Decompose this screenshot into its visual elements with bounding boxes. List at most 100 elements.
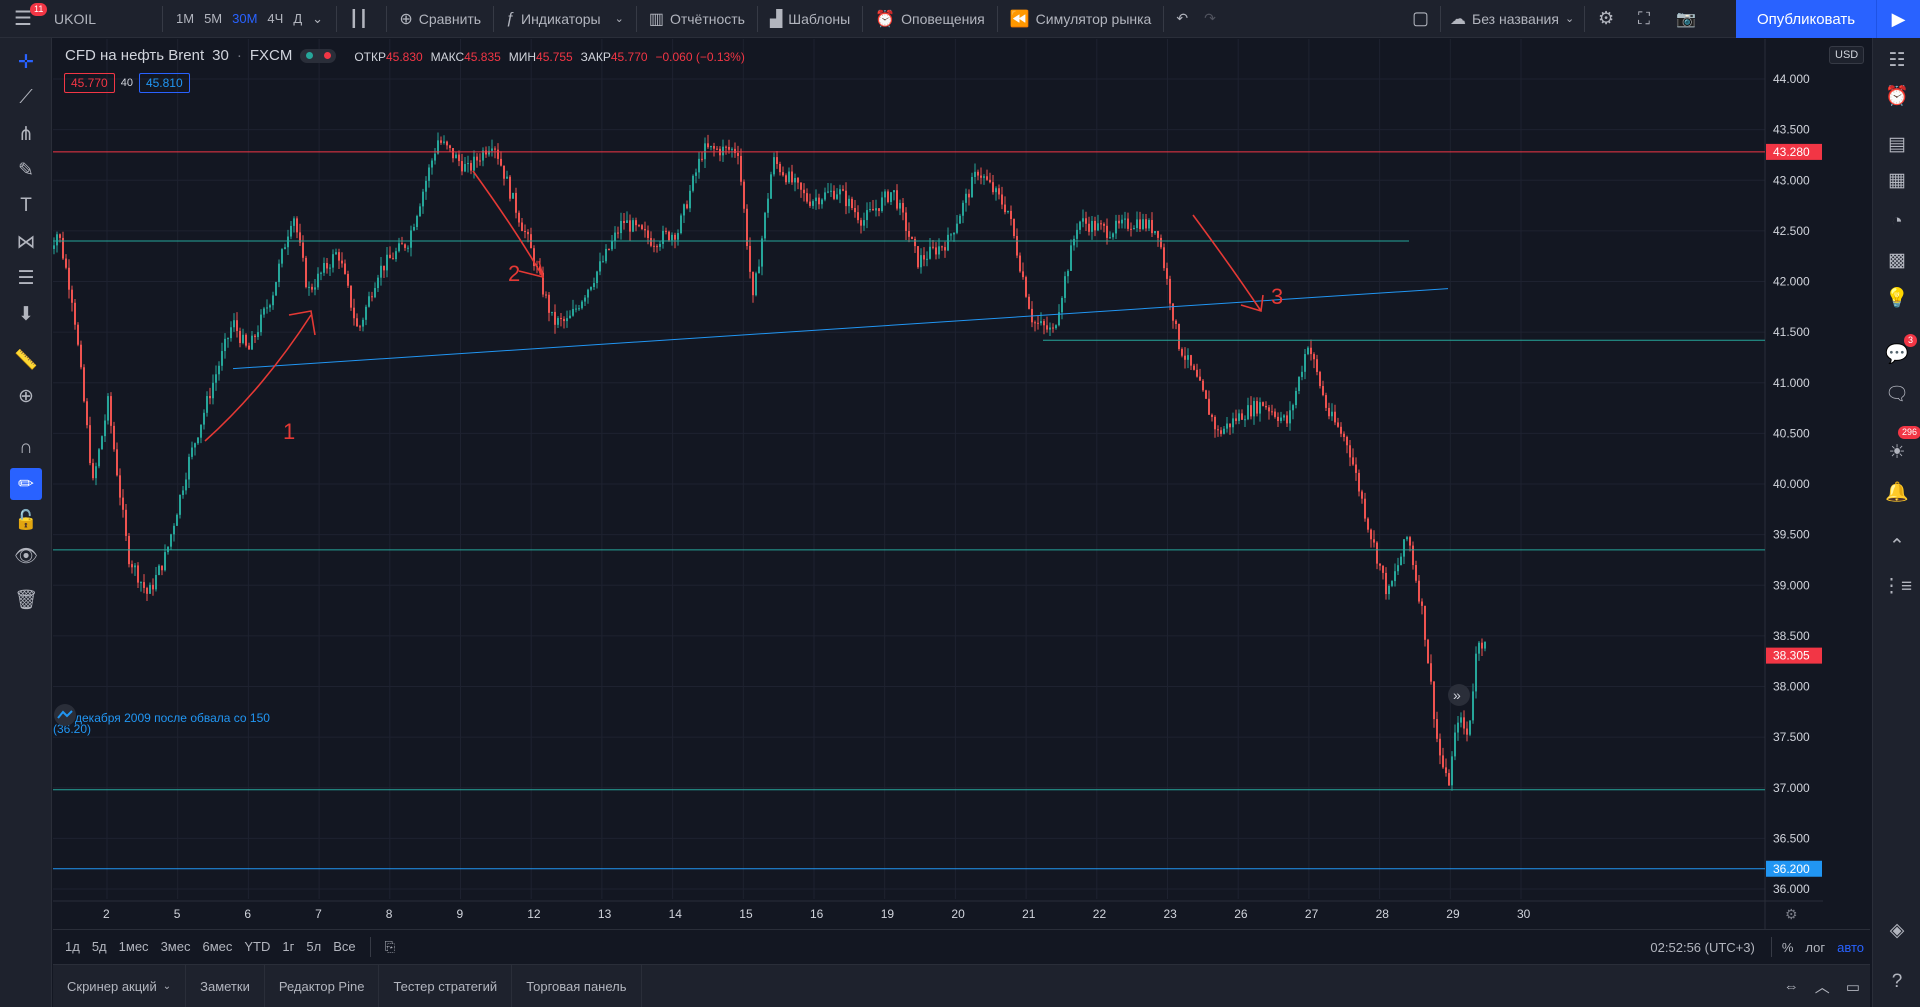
- sell-price-button[interactable]: 45.770: [64, 73, 115, 93]
- axis-settings-icon: ⚙: [1785, 906, 1798, 922]
- auto-toggle[interactable]: авто: [1837, 939, 1864, 955]
- watchlist-button[interactable]: ☷: [1881, 44, 1913, 76]
- notifications-button[interactable]: 🔔: [1881, 476, 1913, 508]
- pie-button[interactable]: ◔: [1881, 206, 1913, 238]
- chats-button[interactable]: 💬 3: [1881, 334, 1917, 370]
- brush-tool[interactable]: ✎: [10, 154, 42, 186]
- screener-button[interactable]: ⌃: [1881, 530, 1913, 562]
- percent-toggle[interactable]: %: [1781, 939, 1794, 955]
- simulator-label: Симулятор рынка: [1035, 10, 1152, 27]
- timeframe-5m[interactable]: 5М: [204, 11, 223, 26]
- symbol-search-button[interactable]: UKOIL: [46, 0, 158, 38]
- hide-drawings-tool[interactable]: 👁: [10, 540, 42, 572]
- range-1y[interactable]: 1г: [282, 939, 295, 954]
- fib-tool[interactable]: ⋔: [10, 118, 42, 150]
- indicators-button[interactable]: ƒ Индикаторы ⌄: [498, 0, 632, 38]
- range-1m[interactable]: 1мес: [118, 939, 149, 954]
- templates-button[interactable]: ▟ Шаблоны: [762, 0, 858, 38]
- candle-body: [323, 263, 325, 273]
- candle-body: [1097, 223, 1099, 231]
- chevron-down-icon[interactable]: ⌄: [312, 10, 324, 26]
- alerts-panel-button[interactable]: ⏰: [1881, 80, 1913, 112]
- tab-notes[interactable]: Заметки: [186, 964, 265, 1007]
- chevron-up-icon[interactable]: ︿: [1814, 979, 1830, 996]
- clock[interactable]: 02:52:56 (UTC+3): [1650, 939, 1755, 955]
- snapshot-button[interactable]: 📷: [1668, 0, 1704, 38]
- y-tick-label: 38.000: [1773, 680, 1810, 694]
- trendline-tool[interactable]: ⟋: [10, 82, 42, 114]
- publish-button[interactable]: Опубликовать: [1736, 0, 1876, 38]
- reports-button[interactable]: ▥ Отчётность: [641, 0, 753, 38]
- market-status-icon[interactable]: [300, 48, 337, 63]
- candle-body: [1448, 773, 1450, 786]
- text-tool[interactable]: T: [10, 190, 42, 222]
- goto-date-button[interactable]: ⎘: [379, 939, 401, 955]
- currency-label[interactable]: USD: [1829, 46, 1865, 64]
- streams-button[interactable]: ☀ 296: [1881, 426, 1920, 468]
- undo-button[interactable]: ↶: [1168, 0, 1196, 38]
- zoom-tool[interactable]: ⊕: [10, 380, 42, 412]
- chart-pane[interactable]: 44.000 43.500 43.000 42.500 42.000 41.500 41.0…: [53, 39, 1823, 929]
- timeframe-1m[interactable]: 1М: [176, 11, 195, 26]
- log-toggle[interactable]: лог: [1805, 939, 1826, 955]
- range-all[interactable]: Все: [333, 939, 356, 954]
- range-5d[interactable]: 5д: [91, 939, 107, 954]
- help-button[interactable]: ?: [1881, 966, 1913, 998]
- timeframe-4h[interactable]: 4Ч: [267, 11, 284, 26]
- range-ytd[interactable]: YTD: [244, 939, 271, 954]
- fullscreen-button[interactable]: ⛶: [1630, 0, 1658, 38]
- range-5y[interactable]: 5л: [306, 939, 322, 954]
- economic-calendar-button[interactable]: ▩: [1881, 244, 1913, 276]
- replay-button[interactable]: ⏪ Симулятор рынка: [1002, 0, 1160, 38]
- settings-button[interactable]: ⚙: [1590, 0, 1622, 38]
- compare-button[interactable]: ⊕ Сравнить: [391, 0, 489, 38]
- candle-body: [746, 208, 748, 246]
- tab-strategy-tester[interactable]: Тестер стратегий: [379, 964, 513, 1007]
- price-chart[interactable]: 44.000 43.500 43.000 42.500 42.000 41.500 41.0…: [53, 39, 1823, 929]
- tab-screener[interactable]: Скринер акций ⌄: [53, 964, 187, 1007]
- candle-body: [650, 238, 652, 246]
- dom-button[interactable]: ⋮≡: [1881, 570, 1913, 602]
- layers-button[interactable]: ◈: [1881, 914, 1913, 946]
- candle-body: [1268, 407, 1270, 412]
- alerts-button[interactable]: ⏰ Оповещения: [867, 0, 993, 38]
- timeframe-d[interactable]: Д: [293, 11, 303, 26]
- candle-body: [683, 204, 685, 216]
- range-3m[interactable]: 3мес: [160, 939, 191, 954]
- calendar-button[interactable]: ▦: [1881, 164, 1913, 196]
- tab-pine-editor[interactable]: Редактор Pine: [265, 964, 380, 1007]
- candle-body: [665, 230, 667, 232]
- close-value: 45.770: [610, 49, 648, 64]
- fullscreen-layout-button[interactable]: ▢: [1404, 0, 1437, 38]
- magnet-tool[interactable]: ∩: [10, 432, 42, 464]
- range-6m[interactable]: 6мес: [202, 939, 233, 954]
- main-menu-button[interactable]: ☰ 11: [0, 0, 48, 38]
- tab-trading-panel[interactable]: Торговая панель: [512, 964, 642, 1007]
- collapse-arrows-icon[interactable]: ⇔: [1783, 978, 1799, 995]
- timeframe-30m[interactable]: 30М: [232, 11, 258, 26]
- ideas-button[interactable]: 💡: [1881, 282, 1913, 314]
- pattern-tool[interactable]: ⋈: [10, 226, 42, 258]
- private-chats-button[interactable]: 🗨: [1881, 378, 1913, 410]
- candle-body: [1358, 472, 1360, 492]
- chart-type-button[interactable]: ┃┃: [341, 0, 382, 38]
- crosshair-tool[interactable]: ✛: [10, 46, 42, 78]
- icons-tool[interactable]: ⬇: [10, 298, 42, 330]
- data-window-button[interactable]: ▤: [1881, 128, 1913, 160]
- play-button[interactable]: ▶: [1876, 0, 1920, 38]
- candle-body: [521, 222, 523, 231]
- candle-body: [611, 240, 613, 250]
- candle-body: [713, 146, 715, 149]
- buy-price-button[interactable]: 45.810: [138, 73, 190, 93]
- layout-name-button[interactable]: ☁ Без названия ⌄: [1442, 0, 1582, 38]
- prediction-tool[interactable]: ☰: [10, 262, 42, 294]
- remove-drawings-tool[interactable]: 🗑: [10, 584, 42, 616]
- alarm-clock-icon: ⏰: [1885, 86, 1909, 107]
- lock-drawings-tool[interactable]: 🔓: [10, 504, 42, 536]
- redo-button[interactable]: ↷: [1196, 0, 1224, 38]
- maximize-icon[interactable]: ▭: [1845, 978, 1860, 996]
- range-1d[interactable]: 1д: [65, 939, 80, 954]
- stay-drawing-tool[interactable]: ✏: [10, 468, 42, 500]
- candle-body: [425, 180, 427, 192]
- measure-tool[interactable]: 📏: [10, 344, 42, 376]
